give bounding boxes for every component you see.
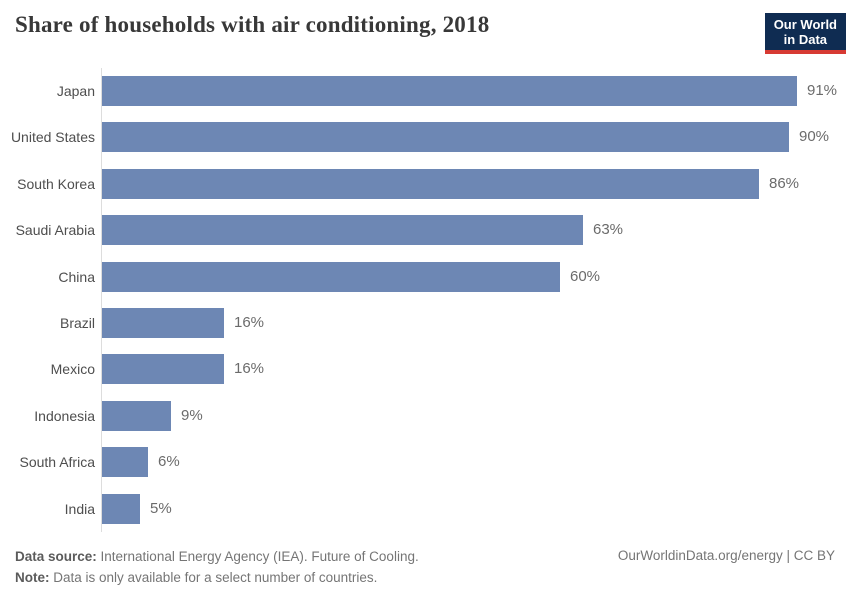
country-label: India [64,501,95,517]
value-label: 63% [593,221,624,238]
chart-title: Share of households with air conditionin… [15,12,490,37]
bar[interactable] [102,76,797,106]
data-source-label: Data source: [15,549,97,564]
value-label: 16% [234,314,265,331]
value-label: 9% [181,407,203,424]
value-label: 90% [799,128,830,145]
owid-logo[interactable]: Our World in Data [764,13,846,54]
note-text: Data is only available for a select numb… [49,570,378,585]
data-source-line: Data source: International Energy Agency… [15,546,419,567]
bar[interactable] [102,401,171,431]
bar[interactable] [102,494,140,524]
chart-footer: Data source: International Energy Agency… [15,546,419,588]
bar[interactable] [102,215,583,245]
country-label: Indonesia [34,408,95,424]
value-label: 60% [570,268,601,285]
value-label: 86% [769,175,800,192]
bar[interactable] [102,308,224,338]
bar[interactable] [102,262,560,292]
bar[interactable] [102,169,759,199]
bar[interactable] [102,122,789,152]
country-label: South Africa [19,454,96,470]
country-label: China [58,269,95,285]
owid-logo-line1: Our World [773,17,837,32]
country-label: South Korea [17,176,95,192]
bar[interactable] [102,354,224,384]
value-label: 6% [158,453,180,470]
bar[interactable] [102,447,148,477]
note-line: Note: Data is only available for a selec… [15,567,419,588]
country-label: Brazil [59,315,95,331]
value-label: 91% [807,82,838,99]
country-label: Saudi Arabia [15,222,95,238]
data-source-text: International Energy Agency (IEA). Futur… [96,549,419,564]
credit-link[interactable]: OurWorldinData.org/energy | CC BY [617,548,835,563]
country-label: Mexico [50,361,95,377]
y-axis-line [101,68,102,532]
value-label: 5% [150,500,172,517]
note-label: Note: [15,570,50,585]
country-label: Japan [56,83,95,99]
value-label: 16% [234,360,265,377]
owid-logo-line2: in Data [783,32,828,47]
country-label: United States [10,129,95,145]
